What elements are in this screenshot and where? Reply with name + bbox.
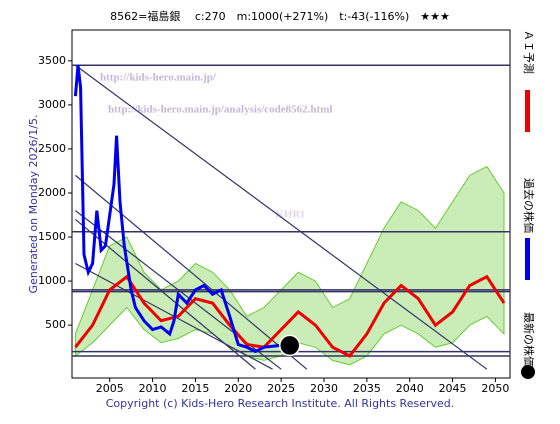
watermark: KHRI (275, 209, 304, 221)
x-tick-label: 2050 (481, 382, 509, 395)
legend-swatch (525, 238, 530, 280)
copyright: Copyright (c) Kids-Hero Research Institu… (106, 397, 455, 410)
x-tick-label: 2015 (181, 382, 209, 395)
price-line (74, 274, 506, 358)
latest-marker (278, 334, 301, 357)
plot: KHRI http://kids-hero.main.jp/http://kids… (72, 64, 510, 370)
x-tick-label: 2045 (439, 382, 467, 395)
watermark: http://kids-hero.main.jp/analysis/code85… (108, 104, 332, 116)
trend-line (75, 174, 308, 370)
legend-swatch (521, 365, 535, 379)
forecast-band (74, 165, 505, 366)
trend-line (75, 64, 488, 370)
watermark: http://kids-hero.main.jp/ (100, 72, 217, 84)
y-tick-label: 3000 (38, 98, 66, 111)
y-tick-label: 3500 (38, 54, 66, 67)
y-tick-label: 1000 (38, 274, 66, 287)
legend-label: ＡＩ予測 (522, 30, 536, 74)
chart-title: 8562=福島銀 c:270 m:1000(+271%) t:-43(-116%… (110, 9, 450, 23)
price-line (73, 65, 282, 354)
y-tick-label: 2000 (38, 186, 66, 199)
legend-label: 最新の株価 (522, 312, 536, 367)
x-tick-label: 2025 (267, 382, 295, 395)
side-note: Generated on Monday 2026/1/5. (27, 115, 40, 294)
x-tick-label: 2040 (396, 382, 424, 395)
x-tick-label: 2010 (139, 382, 167, 395)
y-tick-label: 2500 (38, 142, 66, 155)
legend-swatch (525, 90, 530, 132)
x-tick-label: 2035 (353, 382, 381, 395)
legend-label: 過去の株価 (522, 178, 536, 233)
y-tick-label: 500 (45, 318, 66, 331)
x-tick-label: 2020 (224, 382, 252, 395)
x-tick-label: 2005 (96, 382, 124, 395)
x-tick-label: 2030 (310, 382, 338, 395)
y-tick-label: 1500 (38, 230, 66, 243)
